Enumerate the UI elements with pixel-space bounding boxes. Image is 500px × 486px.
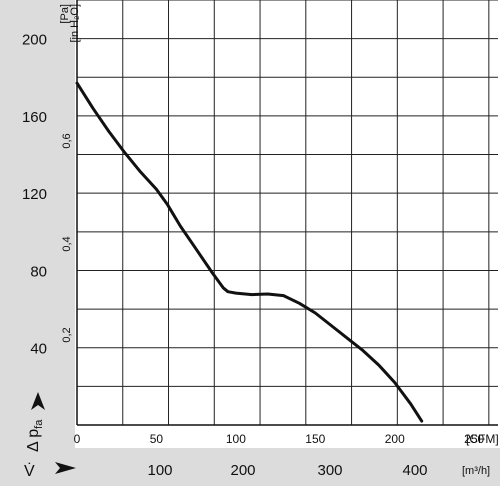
- m3h-tick-label: 200: [230, 462, 255, 479]
- flow-symbol-label: V̇: [24, 462, 35, 480]
- bottom-axis-band: [0, 448, 500, 486]
- pressure-arrow: [31, 392, 45, 410]
- cfm-tick-label: 200: [385, 432, 405, 446]
- pa-tick-label: 160: [22, 109, 47, 126]
- inh2o-tick-label: 0,4: [61, 236, 73, 251]
- pressure-symbol-label: Δ pfa: [25, 419, 45, 452]
- cfm-unit-label: [CFM]: [466, 432, 499, 446]
- cfm-tick-label: 100: [226, 432, 246, 446]
- pa-tick-label: 40: [30, 341, 47, 358]
- m3h-tick-label: 400: [402, 462, 427, 479]
- pa-tick-label: 120: [22, 186, 47, 203]
- flow-arrow: [55, 462, 76, 474]
- pa-tick-label: 80: [30, 263, 47, 280]
- pa-tick-label: 200: [22, 32, 47, 49]
- pa-unit-label: [Pa]: [59, 4, 71, 24]
- cfm-tick-label: 0: [74, 432, 81, 446]
- cfm-tick-label: 150: [305, 432, 325, 446]
- m3h-tick-label: 100: [147, 462, 172, 479]
- inh2o-tick-label: 0,6: [61, 133, 73, 148]
- inh2o-unit-label: [in H₂O]: [69, 4, 81, 43]
- inh2o-tick-label: 0,2: [61, 327, 73, 342]
- m3h-tick-label: 300: [317, 462, 342, 479]
- cfm-tick-label: 250: [464, 432, 484, 446]
- m3h-unit-label: [m³/h]: [462, 465, 490, 477]
- pressure-curve: [75, 81, 424, 423]
- plot-area: [77, 0, 498, 425]
- cfm-tick-label: 50: [150, 432, 164, 446]
